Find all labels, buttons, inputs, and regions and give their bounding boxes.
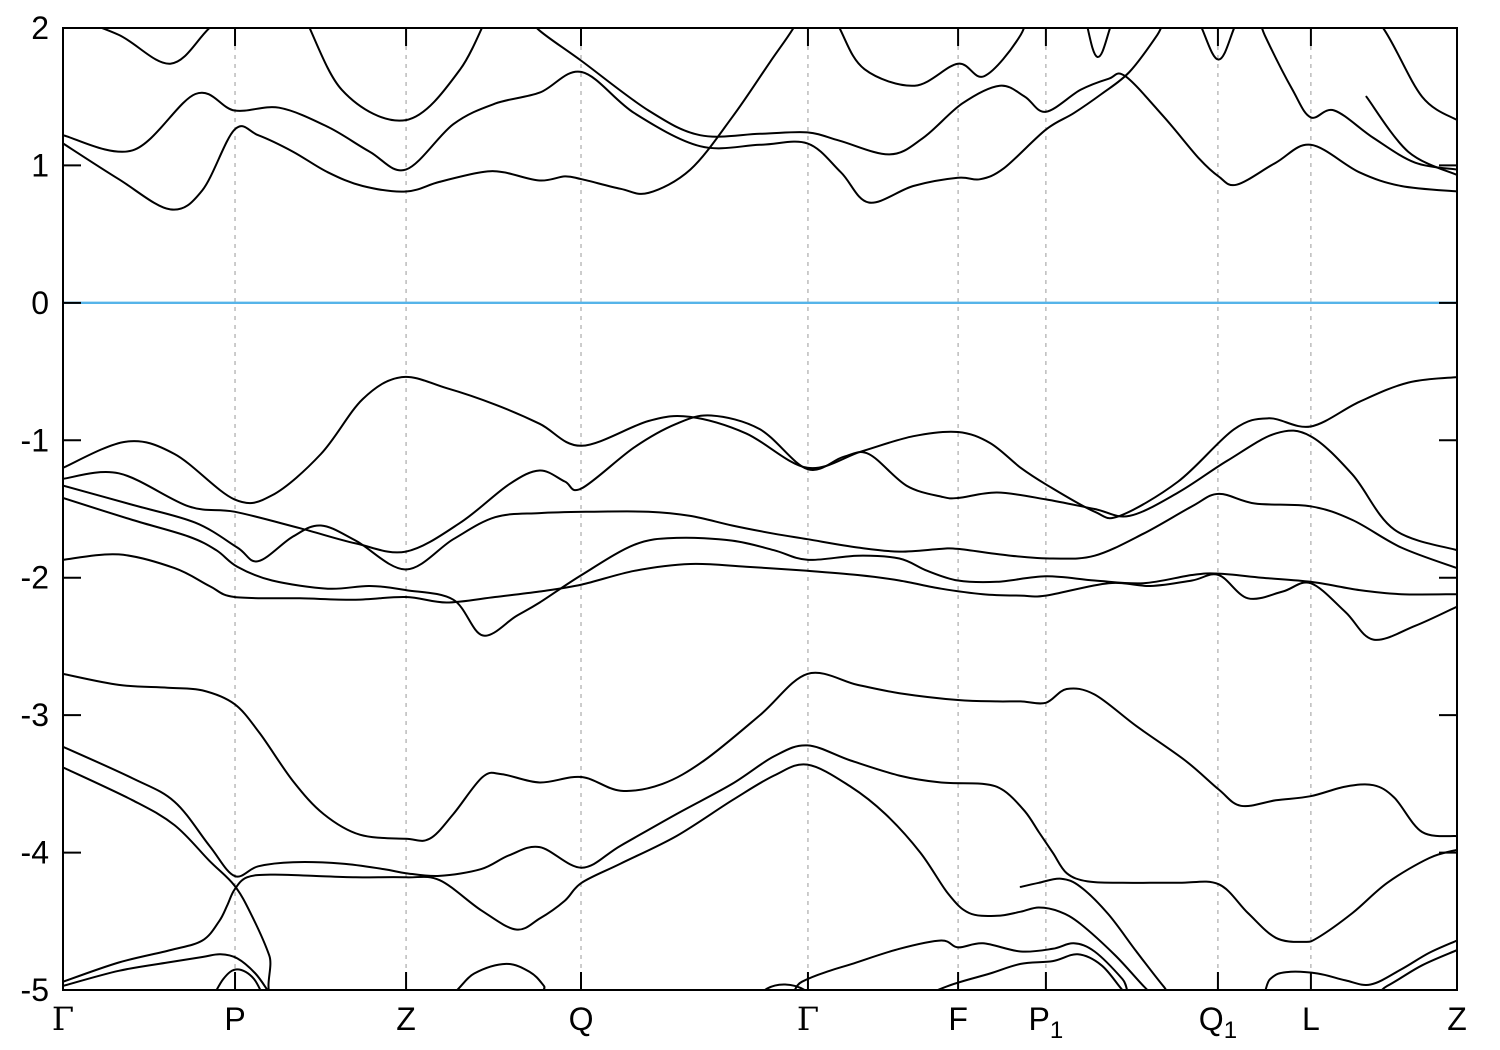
- grid-layer: [234, 28, 1312, 990]
- y-tick-label: -4: [21, 835, 49, 871]
- band-curve-mid-band-4: [63, 497, 1457, 637]
- band-curve-lower-band-9: [935, 953, 1124, 990]
- band-curve-upper-band-5: [1365, 95, 1457, 176]
- y-tick-label: -5: [21, 972, 49, 1008]
- band-curve-lower-band-2: [63, 744, 1457, 943]
- band-curve-mid-band-3: [63, 484, 1457, 571]
- band-curve-upper-band-1: [99, 28, 1457, 193]
- y-tick-label: 0: [31, 285, 49, 321]
- band-curve-lower-band-8: [763, 983, 807, 990]
- x-tick-label: L: [1302, 1001, 1320, 1037]
- y-tick-label: -3: [21, 697, 49, 733]
- x-tick-label: Q1: [1199, 1001, 1237, 1044]
- y-tick-label: -1: [21, 422, 49, 458]
- x-tick-label: F: [948, 1001, 968, 1037]
- y-tick-label: -2: [21, 560, 49, 596]
- band-curve-mid-band-5: [63, 553, 1457, 641]
- band-curve-lower-band-5: [63, 953, 269, 990]
- band-curve-lower-band-3: [63, 766, 1457, 990]
- band-curve-lower-band-6: [215, 968, 262, 990]
- axis-labels-layer: 210-1-2-3-4-5Γ P Z Q Γ F P1 Q1 L Z: [21, 10, 1467, 1044]
- band-curve-lower-band-7: [1019, 877, 1457, 990]
- band-curves-layer: [63, 28, 1457, 990]
- band-curve-upper-band-3: [63, 28, 1457, 204]
- x-tick-label: Q: [569, 1001, 594, 1037]
- x-tick-label: Γ: [52, 1000, 74, 1038]
- x-tick-label: P: [224, 1001, 245, 1037]
- axes-layer: [62, 27, 1458, 991]
- band-curve-upper-band-2: [838, 28, 1457, 122]
- y-tick-label: 2: [31, 10, 49, 46]
- x-tick-label: Z: [1447, 1001, 1467, 1037]
- plot-border: [62, 27, 1458, 991]
- x-tick-label: Γ: [797, 1000, 819, 1038]
- band-curve-lower-band-1: [63, 671, 1457, 842]
- x-tick-label: Z: [396, 1001, 416, 1037]
- x-tick-label: P1: [1029, 1001, 1064, 1044]
- band-curve-lower-band-4: [63, 763, 1149, 990]
- band-curve-upper-band-4: [63, 28, 795, 211]
- y-tick-label: 1: [31, 147, 49, 183]
